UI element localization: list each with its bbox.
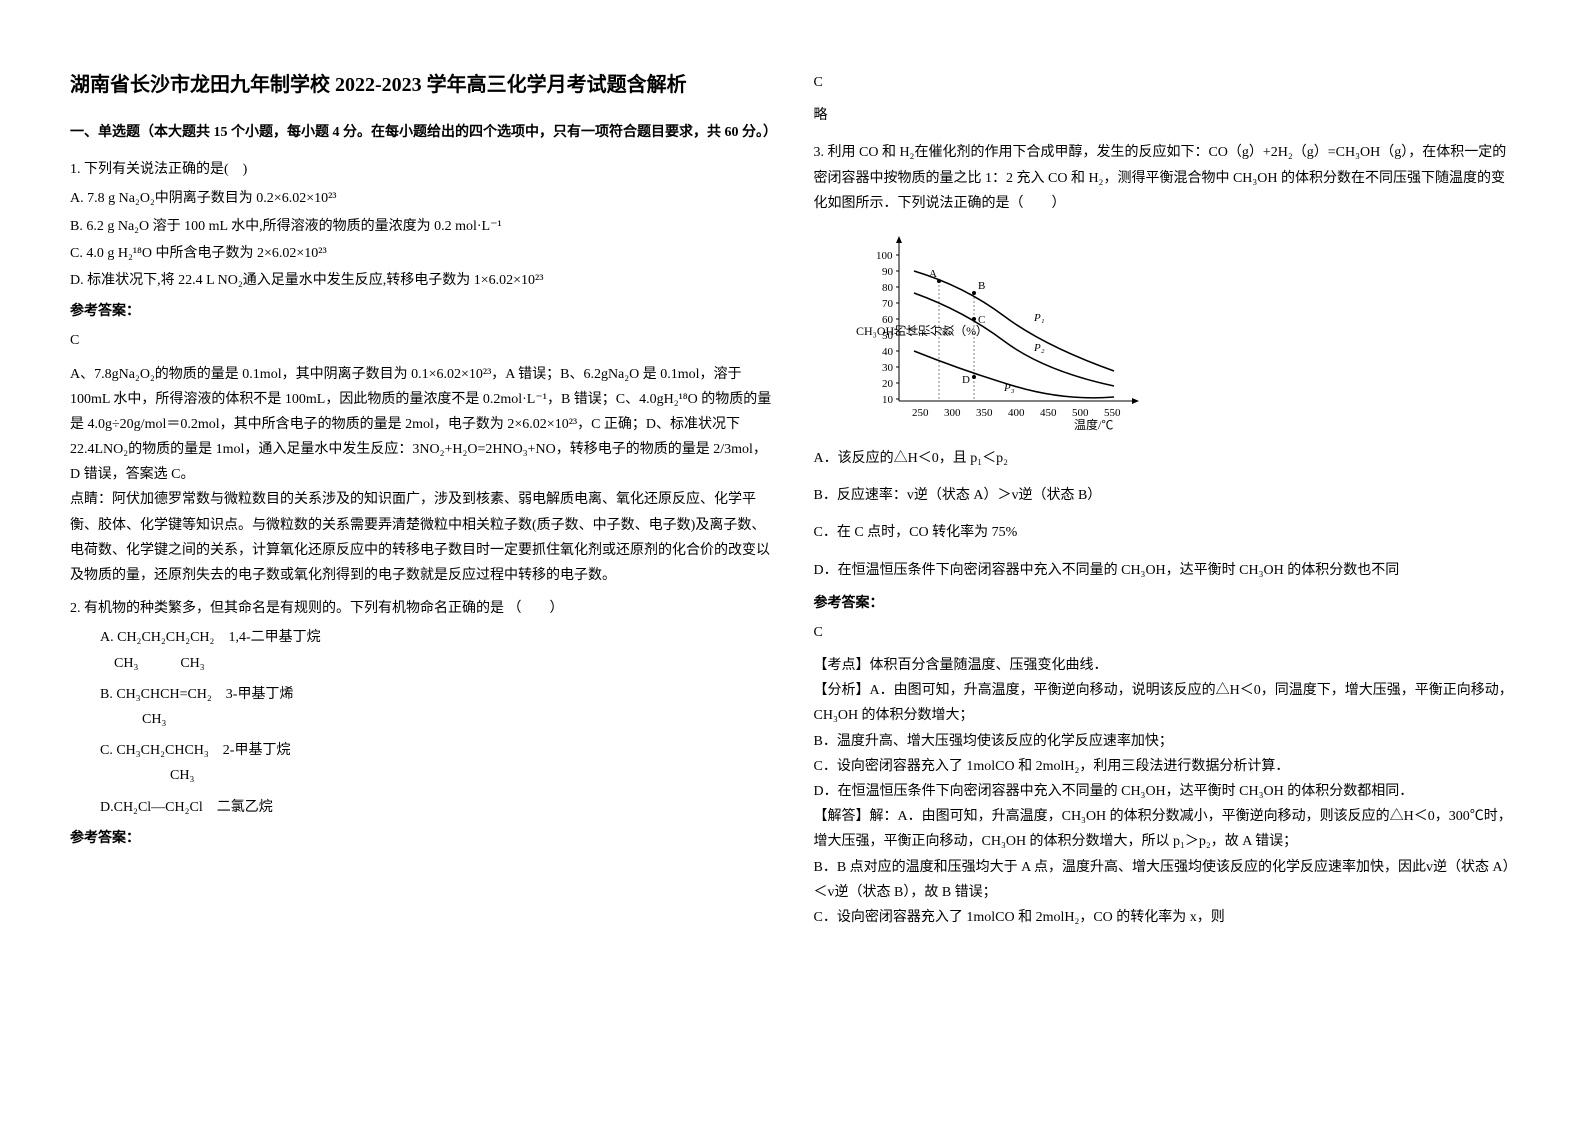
question-2: 2. 有机物的种类繁多，但其命名是有规则的。下列有机物命名正确的是 （ ） A.… bbox=[70, 596, 774, 851]
q2-answer-label: 参考答案： bbox=[70, 826, 774, 851]
svg-text:A: A bbox=[929, 268, 937, 280]
q3-fenxi-b: B．温度升高、增大压强均使该反应的化学反应速率加快； bbox=[814, 729, 1518, 754]
svg-text:温度/℃: 温度/℃ bbox=[1074, 417, 1113, 431]
q1-answer: C bbox=[70, 328, 774, 353]
svg-text:250: 250 bbox=[912, 407, 929, 419]
q2-optC-name: 2-甲基丁烷 bbox=[223, 743, 291, 758]
q3-fenxi-c: C．设向密闭容器充入了 1molCO 和 2molH₂，利用三段法进行数据分析计… bbox=[814, 754, 1518, 779]
svg-text:CH₃OH的体积分数（%）: CH₃OH的体积分数（%） bbox=[856, 324, 988, 338]
q3-optA: A．该反应的△H＜0，且 p₁＜p₂ bbox=[814, 446, 1518, 471]
q3-fenxi-d: D．在恒温恒压条件下向密闭容器中充入不同量的 CH₃OH，达平衡时 CH₃OH … bbox=[814, 779, 1518, 804]
chart-svg: 10 20 30 40 50 60 70 80 90 100 bbox=[844, 231, 1164, 431]
svg-text:P₂: P₂ bbox=[1033, 342, 1045, 354]
q1-optB: B. 6.2 g Na₂O 溶于 100 mL 水中,所得溶液的物质的量浓度为 … bbox=[70, 214, 774, 239]
q1-optC: C. 4.0 g H₂¹⁸O 中所含电子数为 2×6.02×10²³ bbox=[70, 241, 774, 266]
svg-text:100: 100 bbox=[876, 250, 893, 262]
q1-optA: A. 7.8 g Na₂O₂中阴离子数目为 0.2×6.02×10²³ bbox=[70, 186, 774, 211]
q2-brief: 略 bbox=[814, 103, 1518, 128]
q2-optC-line2: CH₃ bbox=[100, 768, 194, 783]
svg-text:P₃: P₃ bbox=[1003, 382, 1015, 394]
q2-optB-line1: B. CH₃CHCH=CH₂ bbox=[100, 687, 212, 702]
q3-jieda: 【解答】解：A．由图可知，升高温度，CH₃OH 的体积分数减小，平衡逆向移动，则… bbox=[814, 804, 1518, 854]
q3-answer-label: 参考答案： bbox=[814, 591, 1518, 616]
svg-text:10: 10 bbox=[882, 394, 894, 406]
q3-chart: 10 20 30 40 50 60 70 80 90 100 bbox=[844, 231, 1518, 431]
q2-optA-line1: A. CH₂CH₂CH₂CH₂ bbox=[100, 630, 214, 645]
question-1: 1. 下列有关说法正确的是( ) A. 7.8 g Na₂O₂中阴离子数目为 0… bbox=[70, 157, 774, 588]
svg-text:20: 20 bbox=[882, 378, 894, 390]
q2-optC-line1: C. CH₃CH₂CHCH₃ bbox=[100, 743, 209, 758]
svg-text:90: 90 bbox=[882, 266, 894, 278]
q2-optB: B. CH₃CHCH=CH₂ 3-甲基丁烯 CH₃ bbox=[70, 682, 774, 732]
q2-optB-line2: CH₃ bbox=[100, 712, 166, 727]
q2-answer: C bbox=[814, 70, 1518, 95]
svg-text:70: 70 bbox=[882, 298, 894, 310]
svg-text:80: 80 bbox=[882, 282, 894, 294]
q3-answer: C bbox=[814, 620, 1518, 645]
q3-optC: C．在 C 点时，CO 转化率为 75% bbox=[814, 520, 1518, 545]
q2-optB-name: 3-甲基丁烯 bbox=[226, 687, 294, 702]
q1-explain2: 点睛：阿伏加德罗常数与微粒数目的关系涉及的知识面广，涉及到核素、弱电解质电离、氧… bbox=[70, 487, 774, 588]
q3-text: 3. 利用 CO 和 H₂在催化剂的作用下合成甲醇，发生的反应如下：CO（g）+… bbox=[814, 140, 1518, 216]
q2-text: 2. 有机物的种类繁多，但其命名是有规则的。下列有机物命名正确的是 （ ） bbox=[70, 596, 774, 621]
right-column: C 略 3. 利用 CO 和 H₂在催化剂的作用下合成甲醇，发生的反应如下：CO… bbox=[794, 70, 1538, 1092]
svg-text:400: 400 bbox=[1008, 407, 1025, 419]
q1-explain1: A、7.8gNa₂O₂的物质的量是 0.1mol，其中阴离子数目为 0.1×6.… bbox=[70, 362, 774, 488]
svg-text:350: 350 bbox=[976, 407, 993, 419]
svg-text:B: B bbox=[978, 280, 985, 292]
question-3: 3. 利用 CO 和 H₂在催化剂的作用下合成甲醇，发生的反应如下：CO（g）+… bbox=[814, 140, 1518, 930]
section-header: 一、单选题（本大题共 15 个小题，每小题 4 分。在每小题给出的四个选项中，只… bbox=[70, 120, 774, 145]
svg-text:30: 30 bbox=[882, 362, 894, 374]
q3-jieda-b: B．B 点对应的温度和压强均大于 A 点，温度升高、增大压强均使该反应的化学反应… bbox=[814, 855, 1518, 905]
svg-text:450: 450 bbox=[1040, 407, 1057, 419]
svg-text:40: 40 bbox=[882, 346, 894, 358]
left-column: 湖南省长沙市龙田九年制学校 2022-2023 学年高三化学月考试题含解析 一、… bbox=[50, 70, 794, 1092]
q1-optD: D. 标准状况下,将 22.4 L NO₂通入足量水中发生反应,转移电子数为 1… bbox=[70, 268, 774, 293]
page-title: 湖南省长沙市龙田九年制学校 2022-2023 学年高三化学月考试题含解析 bbox=[70, 70, 774, 100]
q2-optD: D.CH₂Cl—CH₂Cl 二氯乙烷 bbox=[70, 795, 774, 820]
q1-answer-label: 参考答案： bbox=[70, 299, 774, 324]
q3-kaodian: 【考点】体积百分含量随温度、压强变化曲线． bbox=[814, 653, 1518, 678]
q1-text: 1. 下列有关说法正确的是( ) bbox=[70, 157, 774, 182]
q3-jieda-c: C．设向密闭容器充入了 1molCO 和 2molH₂，CO 的转化率为 x，则 bbox=[814, 905, 1518, 930]
q2-optC: C. CH₃CH₂CHCH₃ 2-甲基丁烷 CH₃ bbox=[70, 738, 774, 788]
q2-optA-name: 1,4-二甲基丁烷 bbox=[228, 630, 320, 645]
q3-fenxi: 【分析】A．由图可知，升高温度，平衡逆向移动，说明该反应的△H＜0，同温度下，增… bbox=[814, 678, 1518, 728]
q2-optA-line2: CH₃ CH₃ bbox=[100, 656, 205, 671]
svg-text:P₁: P₁ bbox=[1033, 312, 1045, 324]
svg-text:300: 300 bbox=[944, 407, 961, 419]
q3-optB: B．反应速率：v逆（状态 A）＞v逆（状态 B） bbox=[814, 483, 1518, 508]
svg-text:D: D bbox=[962, 374, 970, 386]
q3-optD: D．在恒温恒压条件下向密闭容器中充入不同量的 CH₃OH，达平衡时 CH₃OH … bbox=[814, 558, 1518, 583]
q2-optA: A. CH₂CH₂CH₂CH₂ 1,4-二甲基丁烷 CH₃ CH₃ bbox=[70, 625, 774, 675]
